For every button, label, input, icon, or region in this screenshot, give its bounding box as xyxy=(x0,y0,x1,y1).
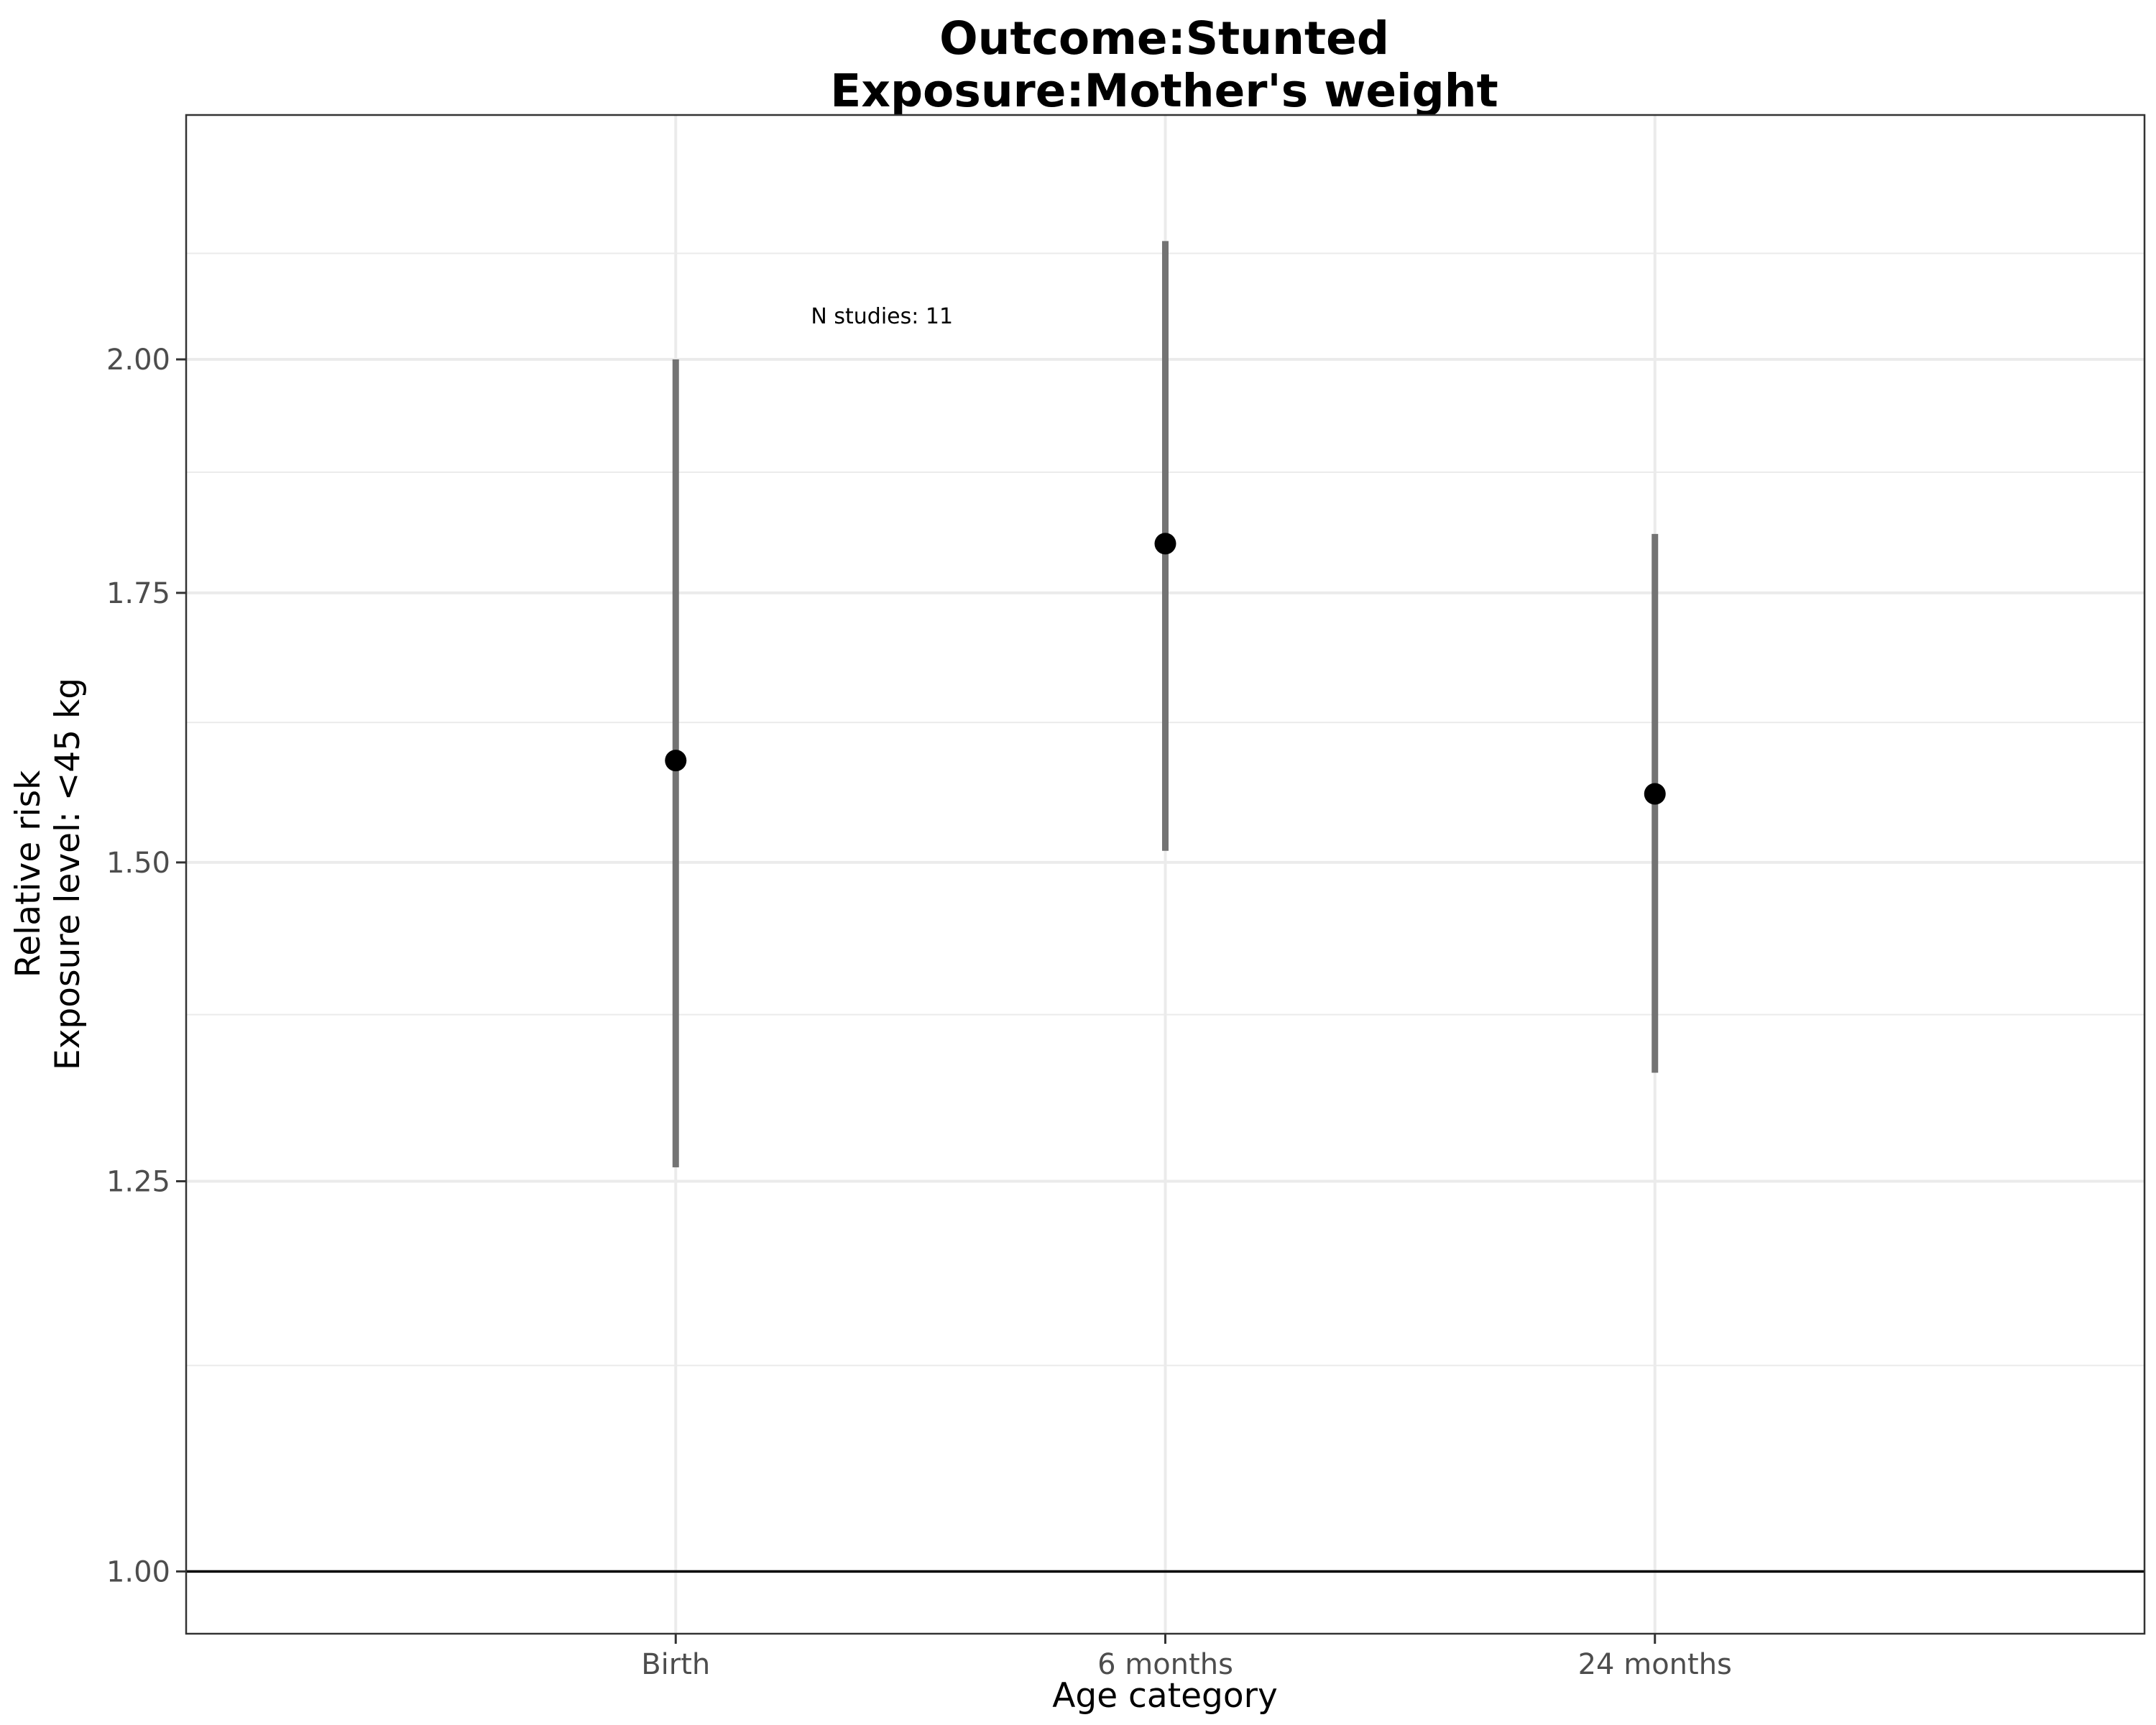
y-axis: 1.00 1.25 1.50 1.75 2.00 xyxy=(106,344,186,1588)
chart-title-line-1: Outcome:Stunted xyxy=(939,12,1389,65)
x-axis-title: Age category xyxy=(1052,1676,1278,1716)
y-axis-title-line-1: Relative risk xyxy=(9,770,48,978)
point-estimate-2 xyxy=(1644,783,1666,805)
n-studies-annotation: N studies: 11 xyxy=(811,304,953,329)
y-tick-label-0: 1.00 xyxy=(106,1555,170,1588)
point-layer xyxy=(665,533,1666,805)
point-estimate-1 xyxy=(1154,533,1176,555)
y-tick-label-4: 2.00 xyxy=(106,344,170,377)
y-axis-title-line-2: Exposure level: <45 kg xyxy=(48,678,88,1070)
plot-panel xyxy=(185,114,2146,1635)
y-tick-label-1: 1.25 xyxy=(106,1165,170,1198)
x-tick-label-0: Birth xyxy=(641,1648,710,1681)
x-tick-label-1: 6 months xyxy=(1097,1648,1233,1681)
y-tick-label-3: 1.75 xyxy=(106,577,170,610)
y-tick-label-2: 1.50 xyxy=(106,847,170,880)
x-tick-label-2: 24 months xyxy=(1578,1648,1732,1681)
chart-title-line-2: Exposure:Mother's weight xyxy=(830,65,1498,117)
x-axis: Birth 6 months 24 months xyxy=(641,1634,1732,1681)
point-estimate-0 xyxy=(665,750,687,772)
